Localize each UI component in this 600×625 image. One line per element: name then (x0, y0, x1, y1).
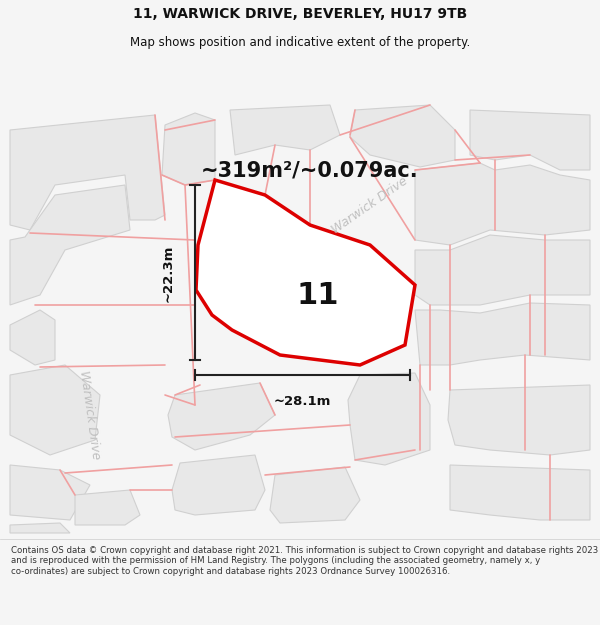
Polygon shape (220, 220, 275, 260)
Polygon shape (230, 105, 340, 155)
Polygon shape (196, 180, 415, 365)
Polygon shape (415, 303, 590, 365)
Polygon shape (295, 240, 355, 275)
Text: ~28.1m: ~28.1m (274, 395, 331, 408)
Polygon shape (10, 523, 70, 533)
Polygon shape (470, 110, 590, 170)
Polygon shape (168, 383, 275, 450)
Text: Contains OS data © Crown copyright and database right 2021. This information is : Contains OS data © Crown copyright and d… (11, 546, 598, 576)
Polygon shape (10, 185, 130, 305)
Polygon shape (10, 465, 90, 520)
Polygon shape (450, 465, 590, 520)
Polygon shape (290, 310, 342, 340)
Polygon shape (350, 105, 455, 167)
Polygon shape (10, 365, 100, 455)
Polygon shape (10, 115, 165, 230)
Text: Warwick Drive: Warwick Drive (329, 174, 410, 236)
Text: Warwick Drive: Warwick Drive (77, 369, 103, 461)
Text: 11: 11 (297, 281, 339, 309)
Polygon shape (348, 373, 430, 465)
Polygon shape (295, 273, 358, 310)
Polygon shape (75, 490, 140, 525)
Polygon shape (172, 455, 265, 515)
Polygon shape (448, 385, 590, 455)
Polygon shape (415, 163, 590, 245)
Polygon shape (235, 243, 280, 283)
Polygon shape (270, 467, 360, 523)
Polygon shape (415, 235, 590, 305)
Text: 11, WARWICK DRIVE, BEVERLEY, HU17 9TB: 11, WARWICK DRIVE, BEVERLEY, HU17 9TB (133, 7, 467, 21)
Polygon shape (240, 270, 272, 305)
Text: Map shows position and indicative extent of the property.: Map shows position and indicative extent… (130, 36, 470, 49)
Polygon shape (162, 113, 215, 185)
Polygon shape (10, 310, 55, 365)
Text: ~319m²/~0.079ac.: ~319m²/~0.079ac. (201, 160, 419, 180)
Text: ~22.3m: ~22.3m (162, 244, 175, 302)
